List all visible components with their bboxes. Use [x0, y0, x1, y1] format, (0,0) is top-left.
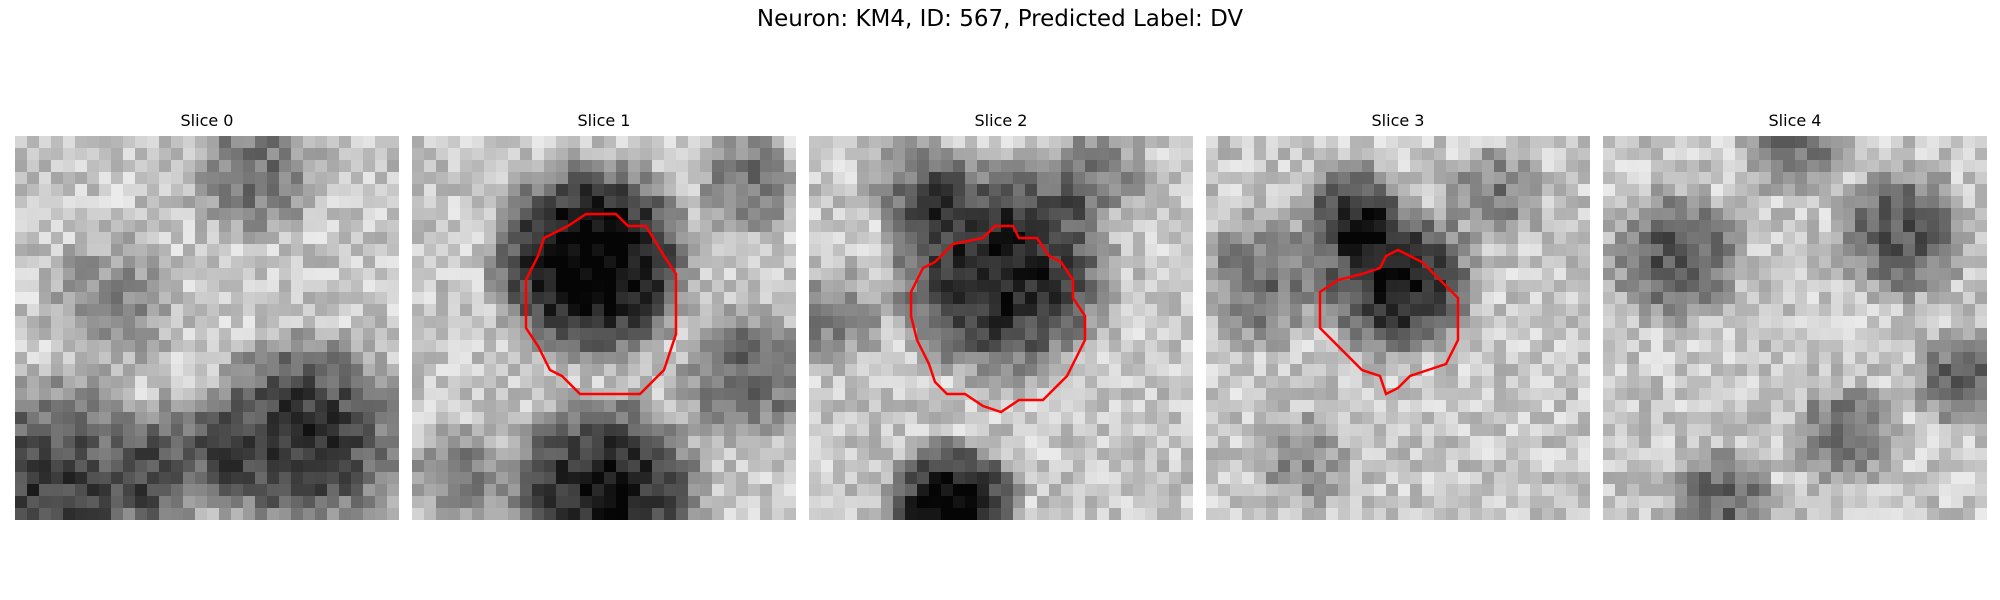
slice-title: Slice 4 [1768, 111, 1822, 130]
pixel-grid [412, 136, 796, 520]
slice-panel-3: Slice 3 [1206, 111, 1590, 520]
pixel-grid [15, 136, 399, 520]
segmentation-contour [524, 212, 678, 396]
slice-image-0 [15, 136, 399, 520]
slice-title: Slice 3 [1371, 111, 1425, 130]
segmentation-contour [1318, 248, 1460, 396]
slice-panel-2: Slice 2 [809, 111, 1193, 520]
slice-panel-0: Slice 0 [15, 111, 399, 520]
slice-image-2 [809, 136, 1193, 520]
slice-title: Slice 0 [180, 111, 234, 130]
slice-title: Slice 1 [577, 111, 631, 130]
slice-panel-4: Slice 4 [1603, 111, 1987, 520]
slice-title: Slice 2 [974, 111, 1028, 130]
slice-image-1 [412, 136, 796, 520]
pixel-grid [1603, 136, 1987, 520]
figure-title: Neuron: KM4, ID: 567, Predicted Label: D… [756, 6, 1244, 32]
pixel-grid [1206, 136, 1590, 520]
slice-image-4 [1603, 136, 1987, 520]
slice-image-3 [1206, 136, 1590, 520]
pixel-grid [809, 136, 1193, 520]
slice-panel-1: Slice 1 [412, 111, 796, 520]
segmentation-contour [909, 224, 1087, 414]
